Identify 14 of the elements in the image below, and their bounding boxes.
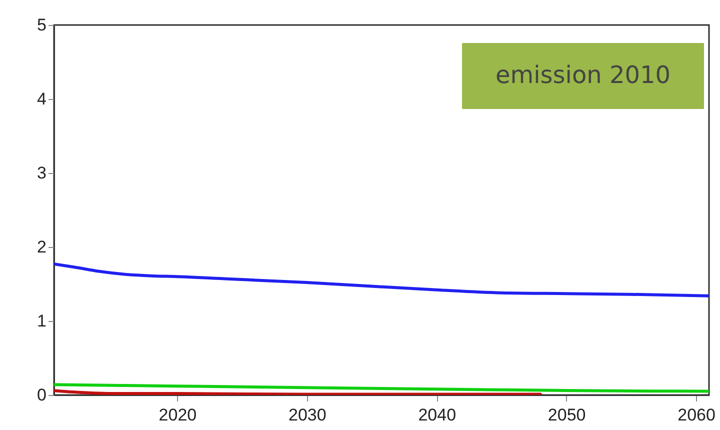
annotation: emission 2010 xyxy=(495,61,671,89)
y-tick-label: 5 xyxy=(37,16,46,34)
x-tick-label: 2060 xyxy=(678,406,716,424)
x-tick-label: 2030 xyxy=(288,406,326,424)
y-tick-label: 1 xyxy=(37,312,46,330)
line-series xyxy=(54,383,709,393)
line-series xyxy=(54,262,709,298)
y-tick-label: 4 xyxy=(37,90,46,108)
x-tick-label: 2050 xyxy=(548,406,586,424)
y-tick-label: 2 xyxy=(37,238,46,256)
x-tick-label: 2020 xyxy=(158,406,197,424)
y-tick-label: 3 xyxy=(37,164,46,182)
x-tick-label: 2040 xyxy=(418,406,456,424)
y-tick-label: 0 xyxy=(37,386,46,404)
